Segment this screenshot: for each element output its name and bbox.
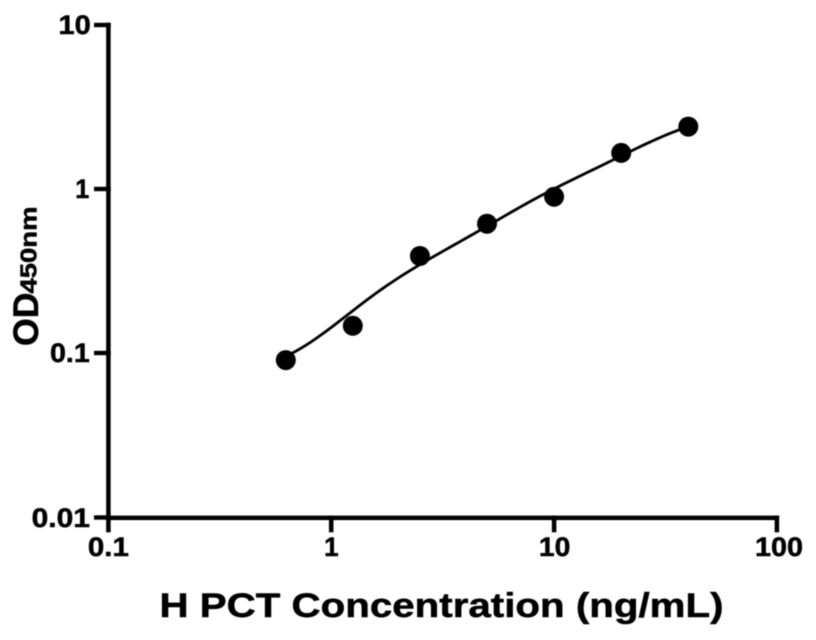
svg-text:1: 1 <box>75 174 89 204</box>
svg-text:0.1: 0.1 <box>88 532 129 562</box>
svg-text:0.1: 0.1 <box>50 338 90 368</box>
svg-text:OD: OD <box>7 293 46 347</box>
svg-text:1: 1 <box>324 532 339 562</box>
svg-text:10: 10 <box>539 532 571 562</box>
svg-text:450nm: 450nm <box>15 207 41 294</box>
svg-text:100: 100 <box>755 532 803 562</box>
svg-text:10: 10 <box>59 10 91 40</box>
svg-text:0.01: 0.01 <box>32 503 90 533</box>
svg-text:H PCT Concentration (ng/mL): H PCT Concentration (ng/mL) <box>160 587 724 625</box>
